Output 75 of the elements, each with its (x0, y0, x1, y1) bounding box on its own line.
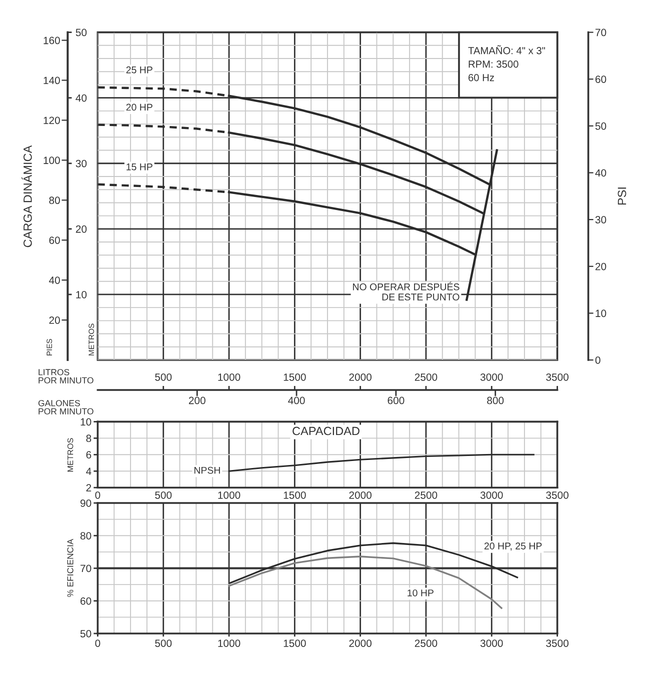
y2-tick-label: 120 (44, 116, 60, 124)
annotation: 60 Hz (468, 74, 494, 82)
y-axis-title: % EFICIENCIA (67, 538, 74, 597)
series-label: 20 HP, 25 HP (484, 542, 542, 551)
x-tick-label: 2000 (349, 491, 372, 499)
x2-tick-label: 2000 (349, 640, 372, 647)
x-tick-label: 1500 (284, 491, 306, 499)
text: 10 HP (408, 589, 434, 596)
y3-tick-label: 30 (595, 216, 606, 224)
x2-axis-title: GALONES POR MINUTO (38, 400, 94, 414)
x-tick-label: 3500 (546, 491, 568, 499)
series-label: 15 HP (126, 164, 152, 170)
y-tick-label: 30 (76, 160, 87, 168)
x2-tick-label: 800 (487, 396, 504, 404)
y3-tick-label: 50 (595, 122, 606, 130)
y2-tick-label: 40 (48, 276, 60, 284)
x-tick-label: 2500 (414, 491, 438, 499)
x2-tick-label: 3000 (480, 640, 503, 647)
x-tick-label: 3000 (480, 491, 503, 499)
y-tick-label: 40 (76, 94, 87, 102)
y-tick-label: 8 (86, 434, 92, 442)
y-tick-label: 50 (80, 630, 92, 638)
annotation: NO OPERAR DESPUÉS DE ESTE PUNTO (353, 282, 460, 300)
y3-axis-title: PSI (618, 188, 626, 205)
text: CARGA DINÁMICA (22, 145, 32, 248)
annotation: RPM: 3500 (468, 60, 518, 68)
series-label: NPSH (194, 466, 220, 474)
series-label: 20 HP (126, 104, 152, 111)
x-tick-label: 500 (155, 491, 172, 499)
y-tick-label: 6 (86, 451, 92, 459)
x2-tick-label: 1500 (284, 640, 306, 647)
y-tick-label: 90 (80, 500, 92, 507)
x2-tick-label: 400 (288, 396, 305, 404)
x-tick-label: 1000 (218, 373, 240, 381)
x-tick-label: 1500 (284, 373, 306, 381)
y3-tick-label: 40 (595, 169, 606, 177)
x-tick-label: 2000 (349, 373, 372, 381)
y-axis-title: METROS (67, 438, 74, 472)
x-tick-label: 3000 (480, 373, 503, 381)
x2-tick-label: 600 (388, 396, 404, 404)
x2-tick-label: 0 (95, 640, 100, 647)
y2-tick-label: 100 (44, 156, 60, 164)
y2-tick-label: 80 (49, 196, 60, 204)
x-axis-title: LITROS POR MINUTO (38, 369, 94, 384)
x-tick-label: 0 (95, 491, 100, 499)
y-tick-label: 50 (76, 28, 87, 36)
x-tick-label: 1000 (218, 491, 240, 499)
y3-tick-label: 60 (595, 76, 606, 83)
x2-tick-label: 3500 (546, 640, 568, 647)
y3-tick-label: 0 (595, 356, 600, 364)
x2-tick-label: 1000 (218, 640, 240, 647)
y-tick-label: 20 (76, 225, 87, 233)
x2-tick-label: 2500 (414, 640, 438, 647)
y3-tick-label: 70 (596, 28, 606, 36)
y3-tick-label: 10 (596, 310, 606, 318)
y-tick-label: 60 (80, 597, 92, 605)
annotation: TAMAÑO: 4" x 3" (468, 45, 546, 54)
annotation: CAPACIDAD (292, 426, 360, 436)
x-tick-label: 3500 (546, 373, 568, 381)
series-label: 25 HP (126, 66, 152, 74)
y-tick-label: 80 (80, 532, 92, 540)
y2-tick-label: 60 (49, 236, 60, 244)
x-tick-label: 2500 (414, 373, 438, 381)
y-tick-label: 10 (80, 418, 92, 426)
x-tick-label: 500 (155, 373, 172, 381)
x2-tick-label: 500 (155, 640, 172, 647)
y-tick-label: 2 (86, 484, 92, 492)
y2-tick-label: 160 (44, 36, 60, 44)
y-tick-label: 10 (76, 290, 87, 298)
y2-tick-label: 140 (44, 76, 60, 84)
y2-tick-label: 20 (49, 316, 60, 324)
y-tick-label: 4 (86, 468, 92, 475)
y3-tick-label: 20 (595, 262, 606, 270)
y-tick-label: 70 (80, 564, 92, 572)
x2-tick-label: 200 (188, 396, 206, 404)
